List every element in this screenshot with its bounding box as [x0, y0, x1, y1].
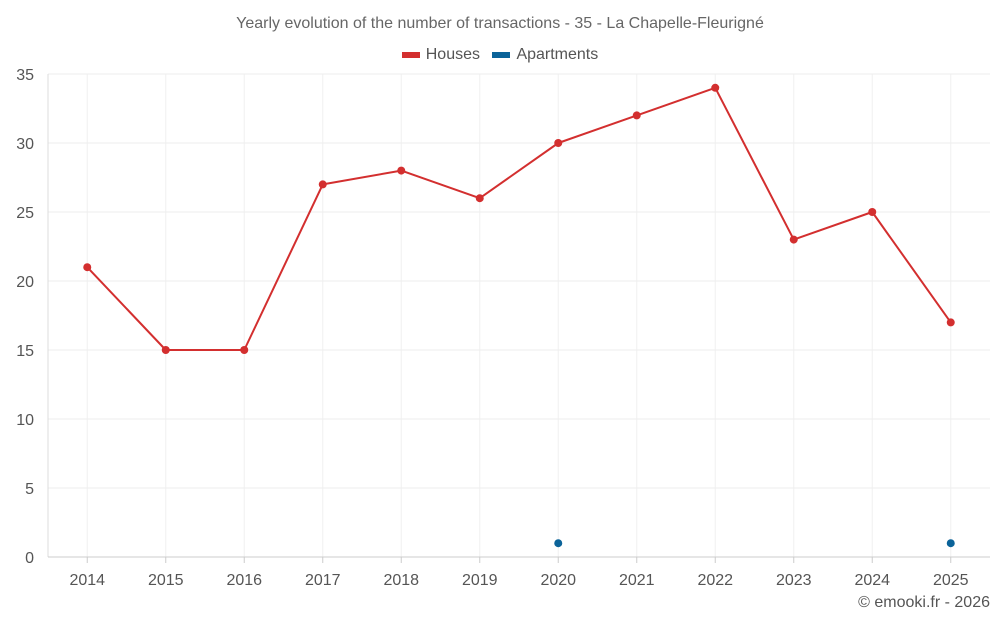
legend-item-houses[interactable]: Houses	[401, 46, 480, 64]
y-tick-label-35: 35	[16, 67, 34, 84]
x-tick-label-2016: 2016	[226, 572, 262, 589]
legend-label-houses: Houses	[425, 46, 480, 63]
y-tick-label-20: 20	[16, 274, 34, 291]
legend: Houses Apartments	[0, 45, 1000, 64]
x-tick-label-2015: 2015	[148, 572, 184, 589]
x-tick-label-2021: 2021	[619, 572, 655, 589]
data-point-houses-2025	[946, 318, 955, 327]
y-tick-label-15: 15	[16, 343, 34, 360]
x-tick-label-2014: 2014	[69, 572, 105, 589]
legend-swatch-apartments	[492, 52, 511, 58]
legend-swatch-houses	[401, 52, 420, 58]
legend-item-apartments[interactable]: Apartments	[492, 46, 598, 64]
data-point-houses-2018	[397, 166, 406, 175]
legend-label-apartments: Apartments	[516, 46, 599, 63]
x-tick-label-2017: 2017	[305, 572, 341, 589]
x-tick-label-2024: 2024	[854, 572, 890, 589]
x-tick-label-2019: 2019	[462, 572, 498, 589]
y-tick-label-5: 5	[25, 481, 34, 498]
x-tick-label-2020: 2020	[540, 572, 576, 589]
y-tick-label-0: 0	[25, 550, 34, 567]
data-point-houses-2022	[711, 83, 720, 92]
y-tick-label-25: 25	[16, 205, 34, 222]
y-tick-label-10: 10	[16, 412, 34, 429]
data-point-houses-2017	[318, 180, 327, 189]
x-tick-label-2022: 2022	[697, 572, 733, 589]
data-point-houses-2015	[161, 346, 170, 354]
x-tick-label-2018: 2018	[383, 572, 419, 589]
data-point-apartments-2020	[554, 539, 563, 548]
series-line-houses	[86, 86, 952, 351]
data-point-houses-2024	[868, 208, 877, 216]
data-point-apartments-2025	[946, 539, 955, 548]
y-tick-label-30: 30	[16, 136, 34, 153]
data-point-houses-2019	[475, 194, 484, 203]
chart-title: Yearly evolution of the number of transa…	[236, 15, 764, 32]
x-tick-label-2025: 2025	[933, 572, 969, 589]
data-point-houses-2023	[789, 235, 798, 244]
credit-text: © emooki.fr - 2026	[858, 594, 990, 611]
x-tick-label-2023: 2023	[776, 572, 812, 589]
data-point-houses-2020	[554, 139, 563, 147]
data-point-houses-2021	[632, 111, 641, 120]
data-point-houses-2016	[240, 346, 249, 354]
data-point-houses-2014	[83, 263, 92, 272]
